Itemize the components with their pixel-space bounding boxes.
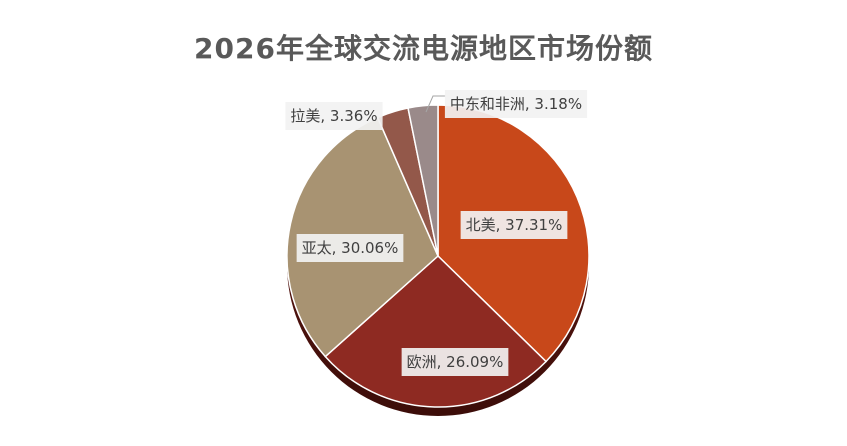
- slice-label: 拉美, 3.36%: [285, 102, 383, 130]
- slice-label: 中东和非洲, 3.18%: [444, 90, 588, 118]
- slice-label-background: [285, 102, 383, 130]
- slice-label-text: 拉美, 3.36%: [290, 107, 377, 125]
- slice-label-text: 中东和非洲, 3.18%: [450, 95, 582, 113]
- slice-label-background: [401, 348, 509, 376]
- leader-line: [425, 95, 446, 113]
- slice-label-text: 亚太, 30.06%: [302, 239, 399, 257]
- leader-lines: [425, 95, 446, 113]
- slice-label-background: [444, 90, 588, 118]
- chart-title: 2026年全球交流电源地区市场份额: [194, 32, 653, 65]
- slice-label-text: 北美, 37.31%: [466, 216, 563, 234]
- slice-label: 北美, 37.31%: [460, 211, 568, 239]
- slice-label: 欧洲, 26.09%: [401, 348, 509, 376]
- slice-labels: 北美, 37.31% 欧洲, 26.09% 亚太, 30.06% 拉美, 3.36% 中…: [285, 90, 588, 376]
- slice-label: 亚太, 30.06%: [296, 234, 404, 262]
- slice-label-background: [296, 234, 404, 262]
- slice-label-background: [460, 211, 568, 239]
- slice-label-text: 欧洲, 26.09%: [407, 353, 504, 371]
- pie-slice: [407, 104, 439, 257]
